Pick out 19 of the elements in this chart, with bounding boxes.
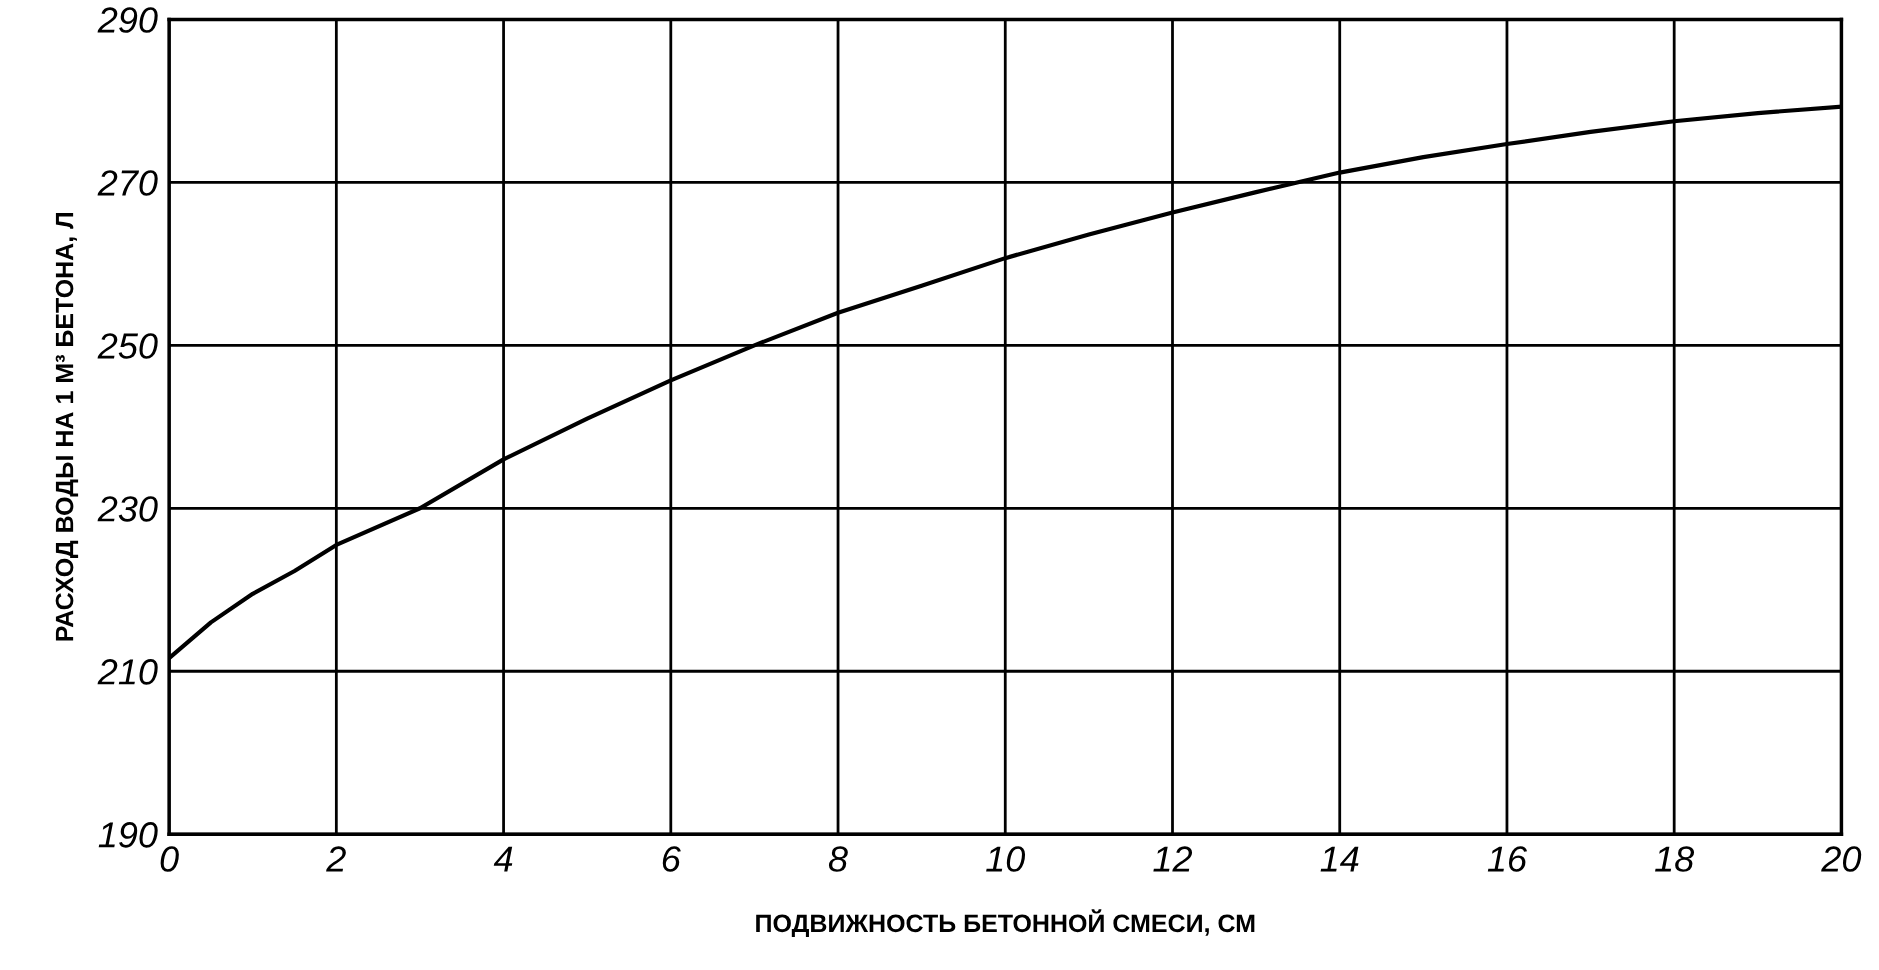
x-tick-label: 16 bbox=[1487, 846, 1528, 872]
x-tick-label: 18 bbox=[1655, 846, 1695, 872]
x-tick-label: 8 bbox=[828, 846, 848, 872]
y-tick-label: 290 bbox=[97, 7, 158, 33]
x-tick-label: 14 bbox=[1320, 846, 1359, 872]
x-tick-label: 10 bbox=[986, 846, 1026, 872]
x-tick-label: 6 bbox=[662, 846, 681, 872]
x-tick-label: 20 bbox=[1821, 846, 1862, 872]
x-tick-label: 0 bbox=[160, 846, 179, 872]
x-axis-title: ПОДВИЖНОСТЬ БЕТОННОЙ СМЕСИ, СМ bbox=[756, 909, 1255, 937]
y-axis-title: РАСХОД ВОДЫ НА 1 М³ БЕТОНА, Л bbox=[55, 212, 79, 641]
y-tick-label: 210 bbox=[97, 659, 158, 685]
y-tick-label: 270 bbox=[97, 170, 158, 196]
x-tick-label: 2 bbox=[326, 846, 346, 872]
y-tick-label: 230 bbox=[97, 496, 158, 522]
y-tick-label: 190 bbox=[98, 822, 158, 848]
y-tick-label: 250 bbox=[97, 333, 158, 359]
x-tick-label: 12 bbox=[1153, 846, 1193, 872]
x-tick-label: 4 bbox=[493, 846, 513, 872]
